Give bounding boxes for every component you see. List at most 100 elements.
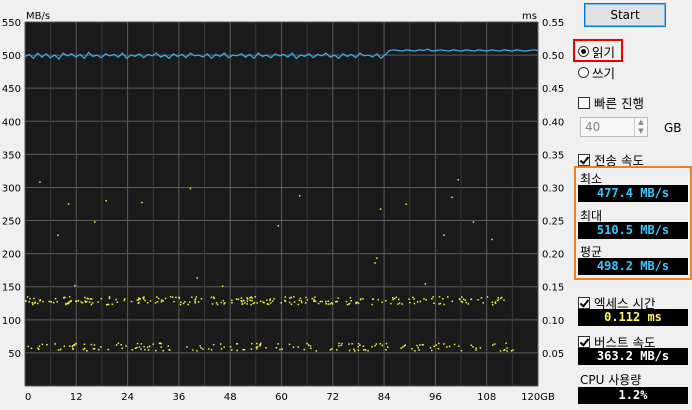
access-time-dot — [491, 301, 494, 303]
access-time-dot — [499, 297, 502, 300]
access-time-dot — [362, 298, 364, 300]
burst-speed-check-icon[interactable] — [578, 335, 590, 348]
access-time-dot — [494, 302, 497, 304]
access-time-dot — [107, 348, 109, 351]
access-time-dot — [409, 301, 411, 304]
write-radio[interactable]: 쓰기 — [578, 63, 615, 82]
access-time-dot — [187, 303, 189, 306]
read-radio[interactable]: 읽기 — [578, 42, 615, 61]
access-time-dot — [404, 344, 406, 346]
access-time-dot — [98, 348, 100, 351]
read-radio-icon[interactable] — [578, 46, 589, 57]
access-time-dot — [411, 348, 413, 350]
access-time-dot — [194, 300, 196, 303]
write-radio-icon[interactable] — [578, 67, 589, 78]
access-time-dot — [138, 297, 140, 299]
access-time-dot — [192, 349, 194, 351]
access-time-dot — [231, 349, 233, 351]
access-time-dot — [74, 284, 76, 287]
access-time-dot — [90, 343, 93, 346]
access-time-dot — [479, 347, 482, 349]
spinner-down-icon[interactable]: ▼ — [634, 127, 647, 136]
start-button[interactable]: Start — [584, 3, 666, 27]
access-time-dot — [293, 296, 295, 298]
access-time-dot — [90, 303, 93, 306]
transfer-speed-checkbox[interactable]: 전송 속도 — [578, 150, 644, 169]
access-time-dot — [80, 301, 82, 303]
access-time-dot — [424, 283, 427, 285]
access-time-check-icon[interactable] — [578, 296, 590, 309]
access-time-dot — [310, 347, 312, 350]
access-time-dot — [419, 300, 422, 303]
access-time-dot — [374, 344, 376, 347]
access-time-dot — [269, 298, 272, 300]
access-time-dot — [371, 346, 373, 348]
access-time-dot — [432, 296, 434, 298]
access-time-dot — [197, 301, 200, 303]
access-time-dot — [178, 297, 181, 299]
access-time-dot — [31, 302, 34, 304]
transfer-speed-check-icon[interactable] — [578, 153, 590, 166]
access-time-dot — [267, 303, 270, 305]
access-time-dot — [50, 301, 52, 303]
access-time-dot — [235, 298, 238, 300]
y-tick-right: 0.50 — [542, 51, 564, 62]
access-time-dot — [341, 342, 343, 345]
access-time-dot — [350, 300, 352, 302]
access-time-dot — [385, 300, 387, 302]
access-time-checkbox[interactable]: 엑세스 시간 — [578, 293, 655, 312]
access-time-dot — [200, 347, 202, 349]
access-time-dot — [346, 303, 349, 306]
access-time-dot — [34, 301, 36, 303]
access-time-dot — [253, 301, 256, 304]
access-time-dot — [68, 301, 71, 303]
cpu-usage-label: CPU 사용량 — [580, 373, 642, 387]
access-time-dot — [335, 301, 337, 303]
access-time-dot — [402, 346, 404, 348]
access-time-dot — [433, 302, 435, 304]
access-time-dot — [277, 343, 279, 345]
access-time-dot — [304, 302, 307, 304]
access-time-dot — [180, 301, 182, 303]
burst-speed-checkbox[interactable]: 버스트 속도 — [578, 332, 655, 351]
access-time-dot — [376, 257, 378, 259]
access-time-dot — [311, 297, 313, 300]
access-time-dot — [271, 300, 274, 302]
access-time-dot — [182, 302, 185, 305]
access-time-dot — [359, 344, 361, 346]
access-time-dot — [189, 301, 191, 303]
access-time-dot — [319, 300, 322, 303]
access-time-dot — [417, 346, 419, 349]
access-time-dot — [494, 343, 496, 345]
fast-mode-checkbox[interactable]: 빠른 진행 — [578, 93, 644, 112]
access-time-dot — [331, 302, 333, 304]
fast-mode-check-icon[interactable] — [578, 96, 590, 109]
access-time-dot — [356, 301, 358, 304]
access-time-dot — [67, 203, 70, 205]
access-time-dot — [246, 303, 248, 305]
access-time-dot — [266, 299, 268, 301]
burst-speed-value: 363.2 MB/s — [578, 348, 688, 365]
spinner-up-icon[interactable]: ▲ — [634, 118, 647, 127]
access-time-dot — [160, 301, 163, 303]
access-time-dot — [211, 303, 214, 305]
access-time-dot — [299, 195, 301, 197]
access-time-dot — [443, 343, 445, 345]
access-time-dot — [416, 344, 418, 347]
access-time-dot — [292, 346, 295, 348]
access-time-dot — [338, 345, 340, 347]
fast-size-spinner[interactable]: 40 ▲ ▼ — [580, 117, 648, 137]
benchmark-chart: 550 500 450 400 350 300 250 200 150 100 50 0.55 0.5… — [1, 11, 565, 403]
access-time-dot — [506, 347, 508, 349]
access-time-dot — [448, 345, 451, 348]
access-time-dot — [385, 342, 388, 345]
access-time-dot — [314, 300, 317, 303]
access-time-dot — [284, 300, 287, 303]
access-time-dot — [27, 345, 29, 348]
access-time-dot — [451, 196, 453, 199]
access-time-dot — [37, 302, 39, 305]
access-time-dot — [355, 301, 357, 304]
access-time-dot — [231, 299, 233, 302]
access-time-dot — [360, 298, 362, 300]
access-time-dot — [130, 300, 133, 303]
